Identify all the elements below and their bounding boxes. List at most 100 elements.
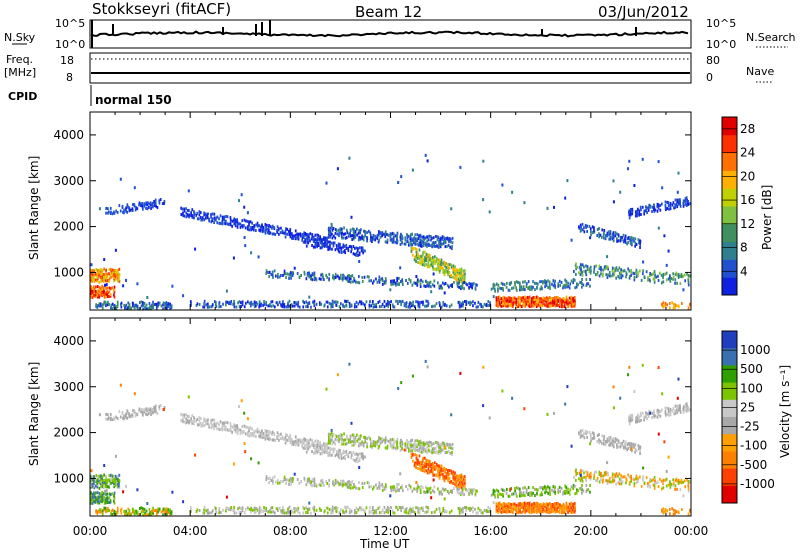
power-cell	[357, 247, 359, 251]
velocity-cell	[432, 510, 434, 514]
velocity-cell	[442, 472, 444, 476]
velocity-cell	[330, 428, 333, 432]
power-cell	[537, 303, 540, 307]
power-cell	[608, 233, 610, 237]
velocity-cell	[383, 438, 385, 442]
velocity-cell	[554, 490, 556, 494]
velocity-cell	[414, 487, 417, 491]
velocity-cell	[544, 491, 546, 495]
velocity-cell	[410, 439, 412, 443]
power-cell	[195, 213, 198, 217]
velocity-cell	[436, 450, 438, 454]
power-cell	[458, 285, 460, 289]
power-cell	[283, 272, 286, 276]
power-colorbar-tick-label: 12	[740, 217, 755, 231]
power-cell	[125, 209, 127, 213]
power-cell	[384, 277, 387, 281]
power-cell	[669, 276, 672, 280]
power-cell	[568, 296, 571, 300]
velocity-cell	[664, 410, 667, 413]
power-cell	[260, 304, 262, 308]
power-cell	[371, 236, 374, 240]
velocity-cell	[229, 424, 232, 428]
velocity-cell	[121, 411, 124, 414]
power-cell	[291, 236, 293, 240]
velocity-cell	[238, 428, 240, 432]
power-cell	[394, 234, 397, 238]
velocity-cell	[676, 411, 679, 414]
velocity-cell	[101, 512, 104, 516]
velocity-cell	[105, 417, 107, 421]
power-cell	[452, 266, 454, 270]
velocity-cell	[620, 444, 623, 447]
velocity-cell	[346, 437, 349, 441]
power-cell	[327, 240, 330, 244]
velocity-cell	[674, 404, 677, 408]
velocity-cell	[99, 482, 102, 485]
velocity-cell	[648, 409, 651, 413]
power-cell	[634, 241, 637, 245]
power-cell	[256, 302, 259, 306]
velocity-cell	[640, 414, 642, 418]
velocity-cell	[529, 491, 531, 495]
velocity-cell	[679, 405, 681, 409]
velocity-cell	[352, 451, 355, 454]
velocity-cell	[320, 479, 322, 483]
power-cell	[223, 221, 226, 225]
power-cell	[105, 211, 107, 215]
power-cell	[503, 301, 506, 305]
velocity-cell	[482, 404, 485, 408]
power-cell	[387, 304, 390, 308]
power-cell	[424, 153, 427, 157]
power-cell	[210, 220, 213, 224]
velocity-cell	[564, 491, 566, 495]
velocity-cell	[676, 406, 679, 410]
velocity-cell	[182, 417, 184, 421]
power-cell	[553, 299, 556, 303]
power-cell	[573, 296, 576, 299]
power-cell	[106, 272, 109, 276]
velocity-cell	[653, 476, 656, 479]
power-cell	[141, 202, 144, 206]
power-cell	[265, 225, 267, 229]
power-cell	[544, 297, 546, 301]
power-cell	[153, 200, 155, 203]
power-cell	[351, 227, 354, 231]
power-cell	[111, 307, 114, 310]
power-cell	[630, 268, 632, 272]
power-cell	[674, 198, 677, 202]
power-cell	[497, 283, 500, 287]
power-cell	[199, 215, 202, 219]
power-cell	[629, 208, 632, 211]
velocity-cell	[105, 482, 107, 486]
velocity-cell	[141, 408, 144, 412]
velocity-cell	[460, 480, 463, 483]
power-cell	[495, 302, 498, 306]
velocity-cell	[611, 475, 614, 479]
power-cell	[257, 255, 260, 259]
power-cell	[581, 273, 584, 277]
velocity-cell	[281, 508, 284, 512]
power-cell	[406, 234, 409, 238]
velocity-cell	[170, 512, 173, 516]
power-cell	[448, 263, 451, 266]
velocity-cell	[317, 440, 320, 443]
velocity-cell	[114, 478, 117, 482]
velocity-cell	[301, 439, 304, 442]
power-cell	[438, 270, 441, 274]
velocity-cell	[218, 511, 220, 515]
power-cell	[383, 305, 386, 309]
velocity-cell	[422, 446, 425, 450]
power-cell	[414, 237, 417, 241]
power-cell	[432, 255, 434, 259]
velocity-cell	[505, 503, 508, 507]
power-cell	[645, 205, 647, 209]
power-cell	[331, 232, 333, 236]
velocity-cell	[358, 435, 360, 438]
velocity-cell	[424, 449, 427, 453]
velocity-cell	[544, 503, 546, 507]
velocity-cell	[426, 365, 429, 369]
power-cell	[560, 300, 563, 304]
velocity-cell	[545, 510, 548, 514]
velocity-cell	[465, 488, 467, 492]
